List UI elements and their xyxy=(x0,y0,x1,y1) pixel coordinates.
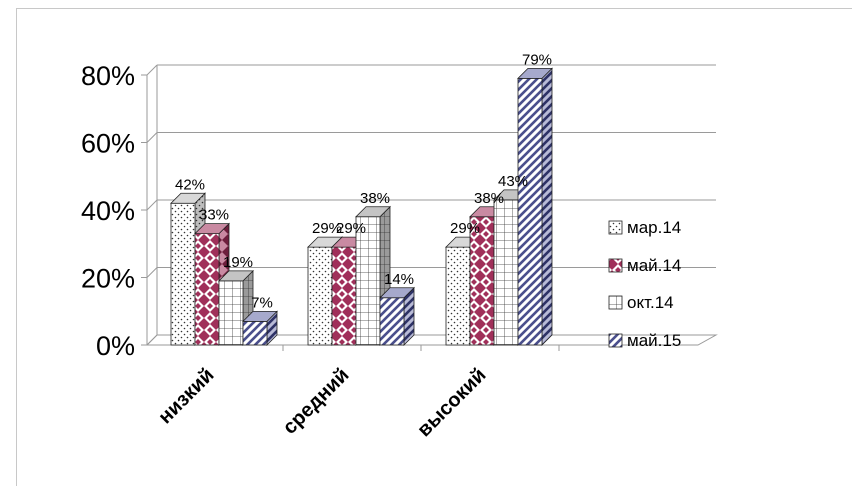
category-label: высокий xyxy=(413,364,490,441)
bar-top xyxy=(170,192,206,204)
bar xyxy=(242,310,278,346)
data-label: 14% xyxy=(384,271,414,288)
bar-side xyxy=(541,67,553,346)
bar-front xyxy=(331,246,357,346)
bar-front xyxy=(307,246,333,346)
bar-front xyxy=(493,199,519,346)
bar-front xyxy=(218,280,244,346)
y-tick-label: 40% xyxy=(81,196,135,226)
category-label: низкий xyxy=(154,364,218,428)
data-label: 42% xyxy=(175,176,205,193)
bar-top xyxy=(194,223,230,235)
legend-entry: май.15 xyxy=(608,331,681,350)
data-label: 29% xyxy=(312,220,342,237)
bar-front xyxy=(194,233,220,346)
data-labels: 42%33%19%7%29%29%38%14%29%38%43%79% xyxy=(175,51,552,311)
legend-swatch xyxy=(608,333,623,348)
gridline-side xyxy=(146,267,158,278)
data-label: 29% xyxy=(450,220,480,237)
data-label: 7% xyxy=(251,294,273,311)
legend-swatch xyxy=(608,258,623,273)
bar xyxy=(379,286,415,346)
bar-top xyxy=(355,206,391,218)
data-label: 38% xyxy=(474,190,504,207)
bar-top xyxy=(379,287,415,299)
bar-front xyxy=(517,77,543,346)
legend-label: окт.14 xyxy=(627,293,674,312)
y-tick-label: 60% xyxy=(81,129,135,159)
y-tick-label: 0% xyxy=(96,331,135,361)
data-label: 19% xyxy=(223,254,253,271)
legend-label: мар.14 xyxy=(627,218,681,237)
gridline-side xyxy=(146,64,158,76)
bar-front xyxy=(379,297,405,346)
y-tick-label: 20% xyxy=(81,264,135,294)
bar-top xyxy=(218,270,254,282)
category-label: средний xyxy=(279,364,354,439)
legend-label: май.15 xyxy=(627,331,681,350)
legend-swatch xyxy=(608,220,623,235)
data-label: 38% xyxy=(360,190,390,207)
bar-front xyxy=(355,216,381,346)
legend-entry: мар.14 xyxy=(608,218,681,237)
legend-entry: май.14 xyxy=(608,256,681,275)
y-axis: 0% 20% 40% 60% 80% xyxy=(81,61,147,361)
bar xyxy=(355,205,391,346)
data-label: 43% xyxy=(498,173,528,190)
legend-swatch xyxy=(608,295,623,310)
bar-front xyxy=(445,246,471,346)
x-axis: низкий средний высокий xyxy=(154,364,490,441)
y-tick-label: 80% xyxy=(81,61,135,91)
bar-top xyxy=(517,67,553,79)
bar xyxy=(517,67,553,346)
gridline-side xyxy=(146,199,158,211)
gridline-side xyxy=(146,132,158,143)
bar-top xyxy=(242,310,278,322)
data-label: 33% xyxy=(199,207,229,224)
bar xyxy=(218,269,254,346)
chart-frame xyxy=(16,8,852,486)
data-label: 79% xyxy=(522,51,552,68)
bars xyxy=(170,67,553,346)
legend-label: май.14 xyxy=(627,256,681,275)
legend-entry: окт.14 xyxy=(608,293,674,312)
data-label: 29% xyxy=(336,220,366,237)
legend: мар.14 май.14 окт.14 май.15 xyxy=(608,218,681,350)
bar-front xyxy=(170,202,196,346)
bar-front xyxy=(242,320,268,346)
